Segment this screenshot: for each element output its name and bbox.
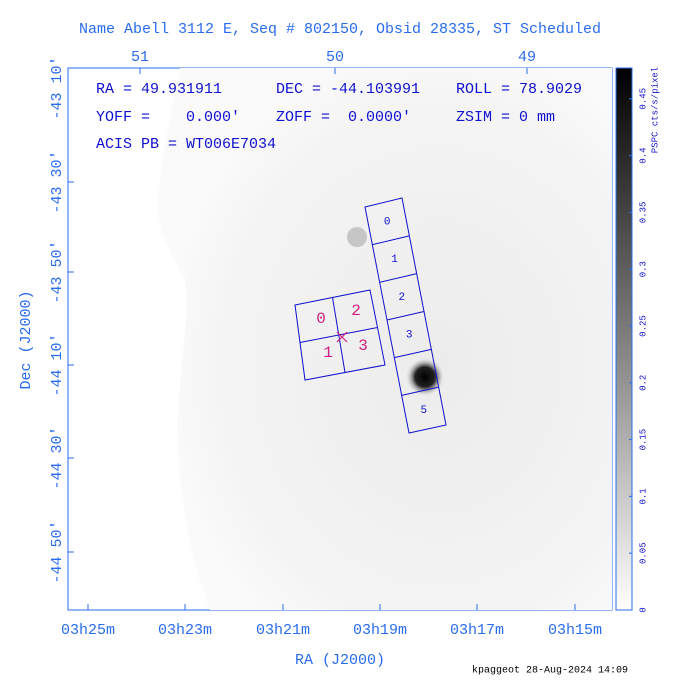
left-tick-label: -44 50' (49, 520, 66, 583)
colorbar (615, 67, 633, 611)
info-text: RA = 49.931911 (96, 81, 222, 98)
aimpoint (336, 331, 348, 343)
top-tick-label: 49 (518, 49, 536, 66)
chip-edge (394, 348, 432, 359)
top-tick-label: 50 (326, 49, 344, 66)
colorbar-tick-label: 0.15 (638, 429, 648, 451)
acis-s-chip-label: 5 (421, 405, 428, 417)
info-text: YOFF = 0.000' (96, 109, 240, 126)
colorbar-tick-label: 0.45 (638, 88, 648, 110)
colorbar-tick-label: 0.35 (638, 202, 648, 224)
faint-source (347, 227, 367, 247)
left-tick-label: -43 30' (49, 150, 66, 213)
acis-s-chip-label: 0 (384, 216, 391, 228)
colorbar-tick-label: 0.4 (638, 147, 648, 163)
info-text: DEC = -44.103991 (276, 81, 420, 98)
acis-s-chip-label: 2 (399, 292, 406, 304)
chip-edge (299, 327, 378, 343)
acis-i-chip-label: 2 (351, 302, 361, 320)
x-axis-label: RA (J2000) (295, 652, 385, 669)
acis-s-chip-label: 3 (406, 330, 413, 342)
y-axis-label: Dec (J2000) (18, 290, 35, 389)
colorbar-tick-label: 0.25 (638, 315, 648, 337)
chip-edge (401, 386, 439, 396)
info-text: ZOFF = 0.0000' (276, 109, 411, 126)
left-tick-label: -43 50' (49, 240, 66, 303)
bottom-tick-label: 03h21m (256, 622, 310, 639)
chip-overlay (294, 197, 447, 434)
chip-edge (372, 235, 410, 246)
colorbar-label: PSPC cts/s/pixel (650, 67, 660, 153)
left-tick-label: -44 30' (49, 426, 66, 489)
bottom-tick-label: 03h25m (61, 622, 115, 639)
acis-s-chip-label: 1 (391, 254, 398, 266)
info-text: ZSIM = 0 mm (456, 109, 555, 126)
footer: kpaggeot 28-Aug-2024 14:09 (472, 665, 628, 677)
acis-i (294, 289, 386, 381)
bottom-tick-label: 03h17m (450, 622, 504, 639)
sky-image (157, 68, 612, 610)
info-text: ROLL = 78.9029 (456, 81, 582, 98)
top-tick-label: 51 (131, 49, 149, 66)
colorbar-tick-label: 0.1 (638, 488, 648, 504)
chip-edge (386, 311, 425, 321)
colorbar-tick-label: 0.2 (638, 375, 648, 391)
colorbar-tick-label: 0 (638, 607, 648, 612)
acis-i-chip-label: 1 (323, 344, 333, 362)
bottom-tick-label: 03h15m (548, 622, 602, 639)
chip-edge (379, 273, 417, 283)
acis-i-chip-label: 0 (316, 310, 326, 328)
colorbar-tick-label: 0.3 (638, 261, 648, 277)
bottom-tick-label: 03h19m (353, 622, 407, 639)
colorbar-tick-label: 0.05 (638, 542, 648, 564)
info-text: ACIS PB = WT006E7034 (96, 136, 276, 153)
acis-i-chip-label: 3 (358, 337, 368, 355)
left-tick-label: -44 10' (49, 333, 66, 396)
title: Name Abell 3112 E, Seq # 802150, Obsid 2… (79, 21, 601, 38)
bottom-tick-label: 03h23m (158, 622, 212, 639)
left-tick-label: -43 10' (49, 56, 66, 119)
